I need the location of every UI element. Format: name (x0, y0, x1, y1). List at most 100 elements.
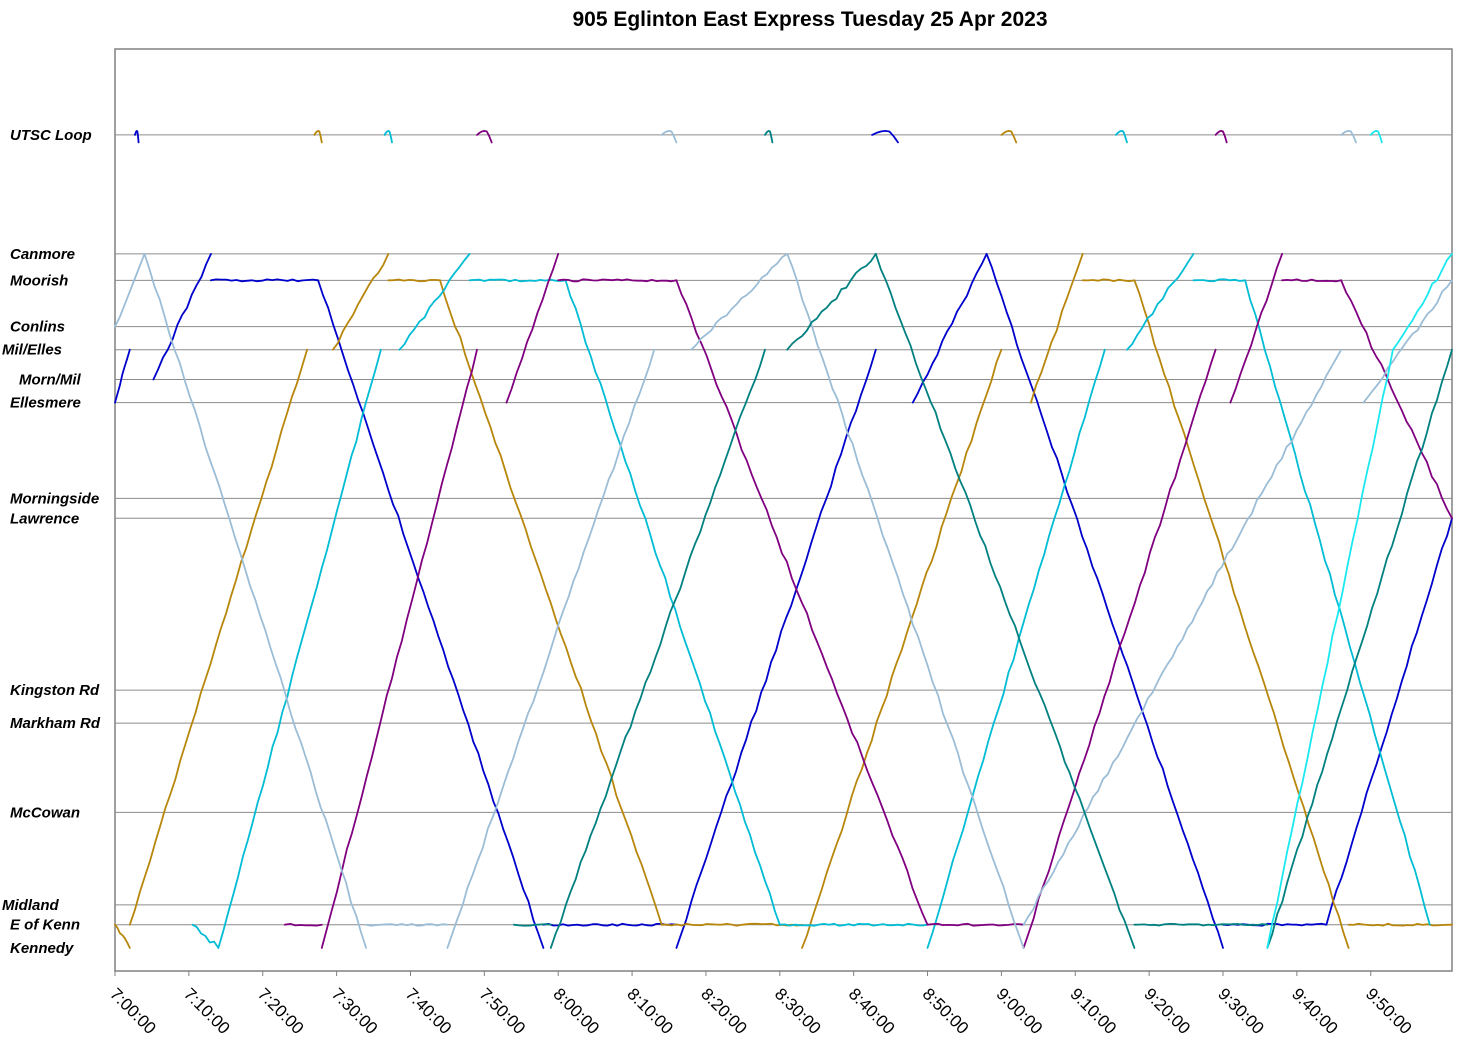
trip-line (557, 278, 678, 283)
trip-line (1115, 130, 1128, 144)
stop-label: Markham Rd (10, 715, 101, 732)
trip-line (398, 253, 471, 351)
stop-label: McCowan (10, 804, 80, 821)
x-tick-label: 7:40:00 (402, 984, 456, 1038)
trip-line (134, 130, 140, 144)
stop-label: Ellesmere (10, 395, 81, 412)
x-tick-label: 9:20:00 (1140, 984, 1194, 1038)
trip-line (1266, 348, 1453, 949)
trip-line (1214, 130, 1228, 144)
trip-line (985, 253, 1224, 949)
trip-line (505, 253, 560, 404)
trip-line (1325, 517, 1453, 926)
stop-label: Morn/Mil (19, 371, 81, 388)
trip-line (217, 348, 382, 949)
stop-label: E of Kenn (10, 917, 80, 934)
trip-line (1022, 348, 1217, 949)
trip-line (143, 253, 367, 949)
chart-title: 905 Eglinton East Express Tuesday 25 Apr… (572, 8, 1047, 31)
stop-gridlines (115, 134, 1452, 926)
trip-line (764, 130, 774, 144)
trip-line (1266, 348, 1394, 949)
x-tick-label: 9:50:00 (1362, 984, 1416, 1038)
stop-label: Moorish (10, 272, 68, 289)
x-axis-ticks: 7:00:00 7:10:00 7:20:00 7:30:00 7:40:00 7:50:… (106, 971, 1415, 1038)
trip-line (926, 922, 1025, 927)
trip-line (1229, 253, 1283, 404)
trip-line (191, 923, 220, 949)
x-tick-label: 9:40:00 (1288, 984, 1342, 1038)
trip-line (660, 130, 678, 144)
x-tick-label: 7:30:00 (328, 984, 382, 1038)
trip-line (332, 253, 390, 351)
plot-area (114, 48, 1453, 972)
trip-line (690, 253, 789, 351)
stop-label: Midland (2, 897, 59, 914)
trip-line (1133, 923, 1269, 927)
stop-label: UTSC Loop (10, 127, 92, 144)
stop-label: Kennedy (10, 940, 74, 957)
x-tick-label: 8:50:00 (919, 984, 973, 1038)
trip-line (284, 923, 323, 927)
trip-line (675, 348, 877, 949)
trip-line (387, 278, 441, 283)
trip-line (1022, 348, 1343, 926)
trip-line (1340, 279, 1453, 520)
trip-line (675, 279, 929, 926)
trip-line (320, 348, 478, 949)
trip-line (549, 348, 766, 949)
trip-line (911, 253, 988, 404)
trip-line (786, 253, 877, 351)
trip-line (1133, 279, 1350, 949)
trip-line (383, 130, 393, 144)
trip-line (317, 279, 545, 949)
trip-line (152, 253, 212, 381)
trip-line (542, 922, 678, 927)
stop-labels: UTSC Loop Canmore Moorish Conlins Mil/Elles M… (2, 127, 101, 957)
trip-line (874, 253, 1136, 949)
trip-line (778, 922, 929, 927)
trip-line (114, 923, 131, 949)
stop-label: Conlins (10, 319, 65, 336)
trip-line (1347, 922, 1453, 927)
trip-line (210, 278, 319, 283)
trip-series (114, 130, 1453, 949)
stop-label: Mil/Elles (2, 342, 62, 359)
trip-line (365, 923, 449, 927)
trip-line (1000, 130, 1018, 144)
trip-line (1340, 130, 1357, 144)
trip-line (476, 130, 493, 144)
trip-line (446, 348, 656, 949)
x-tick-label: 8:20:00 (697, 984, 751, 1038)
trip-line (564, 279, 781, 926)
x-tick-label: 8:10:00 (623, 984, 677, 1038)
x-tick-label: 7:10:00 (180, 984, 234, 1038)
trip-line (468, 278, 567, 283)
trip-line (926, 348, 1106, 949)
trip-line (1192, 278, 1247, 283)
trip-line (1126, 253, 1195, 351)
stop-label: Lawrence (10, 510, 79, 527)
trip-line (1281, 278, 1343, 283)
x-tick-label: 9:10:00 (1066, 984, 1120, 1038)
trip-line (660, 922, 803, 927)
x-tick-label: 9:00:00 (993, 984, 1047, 1038)
x-tick-label: 9:30:00 (1214, 984, 1268, 1038)
trip-line (439, 279, 663, 926)
trip-line (1392, 253, 1453, 351)
trip-line (786, 253, 1025, 949)
x-tick-label: 8:30:00 (771, 984, 825, 1038)
trip-line (1362, 279, 1453, 404)
x-tick-label: 8:00:00 (549, 984, 603, 1038)
x-tick-label: 7:50:00 (476, 984, 530, 1038)
x-tick-label: 7:00:00 (106, 984, 160, 1038)
trip-line (114, 253, 146, 328)
trip-line (128, 348, 308, 926)
stop-label: Kingston Rd (10, 682, 100, 699)
trip-line (513, 923, 552, 927)
trip-line (1369, 130, 1383, 144)
trip-line (801, 348, 1003, 949)
trip-line (871, 130, 899, 144)
trip-line (313, 130, 323, 144)
